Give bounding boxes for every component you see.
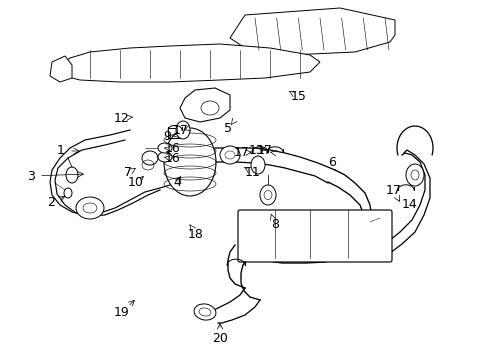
FancyBboxPatch shape [238, 210, 391, 262]
Text: 10: 10 [128, 176, 143, 189]
Text: 5: 5 [224, 122, 231, 135]
Text: 17: 17 [257, 144, 272, 158]
Text: 1: 1 [57, 144, 65, 158]
Text: 17: 17 [173, 125, 188, 138]
Text: 9: 9 [163, 130, 171, 144]
Polygon shape [229, 8, 394, 55]
Text: 18: 18 [188, 228, 203, 240]
Ellipse shape [76, 197, 104, 219]
Text: 19: 19 [114, 306, 130, 319]
Polygon shape [60, 44, 319, 82]
Ellipse shape [142, 151, 158, 165]
Ellipse shape [405, 164, 423, 186]
Text: 14: 14 [401, 198, 417, 211]
Text: 3: 3 [27, 170, 35, 183]
Text: 17: 17 [385, 184, 401, 198]
Polygon shape [50, 56, 72, 82]
Ellipse shape [176, 121, 190, 139]
Ellipse shape [250, 156, 264, 174]
Text: 16: 16 [165, 153, 181, 166]
Ellipse shape [260, 185, 275, 205]
Text: 20: 20 [212, 332, 227, 345]
Text: 7: 7 [124, 166, 132, 180]
Text: 11: 11 [244, 166, 260, 179]
Text: 12: 12 [114, 112, 130, 125]
Ellipse shape [66, 167, 78, 183]
Text: 16: 16 [165, 143, 181, 156]
Ellipse shape [194, 304, 216, 320]
Text: 8: 8 [270, 219, 279, 231]
Polygon shape [180, 88, 229, 122]
Text: 15: 15 [290, 90, 306, 104]
Text: 17: 17 [234, 147, 249, 159]
Ellipse shape [158, 143, 172, 153]
Ellipse shape [64, 188, 72, 198]
Text: 4: 4 [173, 176, 181, 189]
Text: 6: 6 [327, 156, 335, 168]
Text: 2: 2 [47, 197, 55, 210]
Ellipse shape [163, 128, 216, 196]
Text: 13: 13 [248, 144, 264, 158]
Ellipse shape [158, 152, 172, 162]
Ellipse shape [220, 146, 240, 164]
